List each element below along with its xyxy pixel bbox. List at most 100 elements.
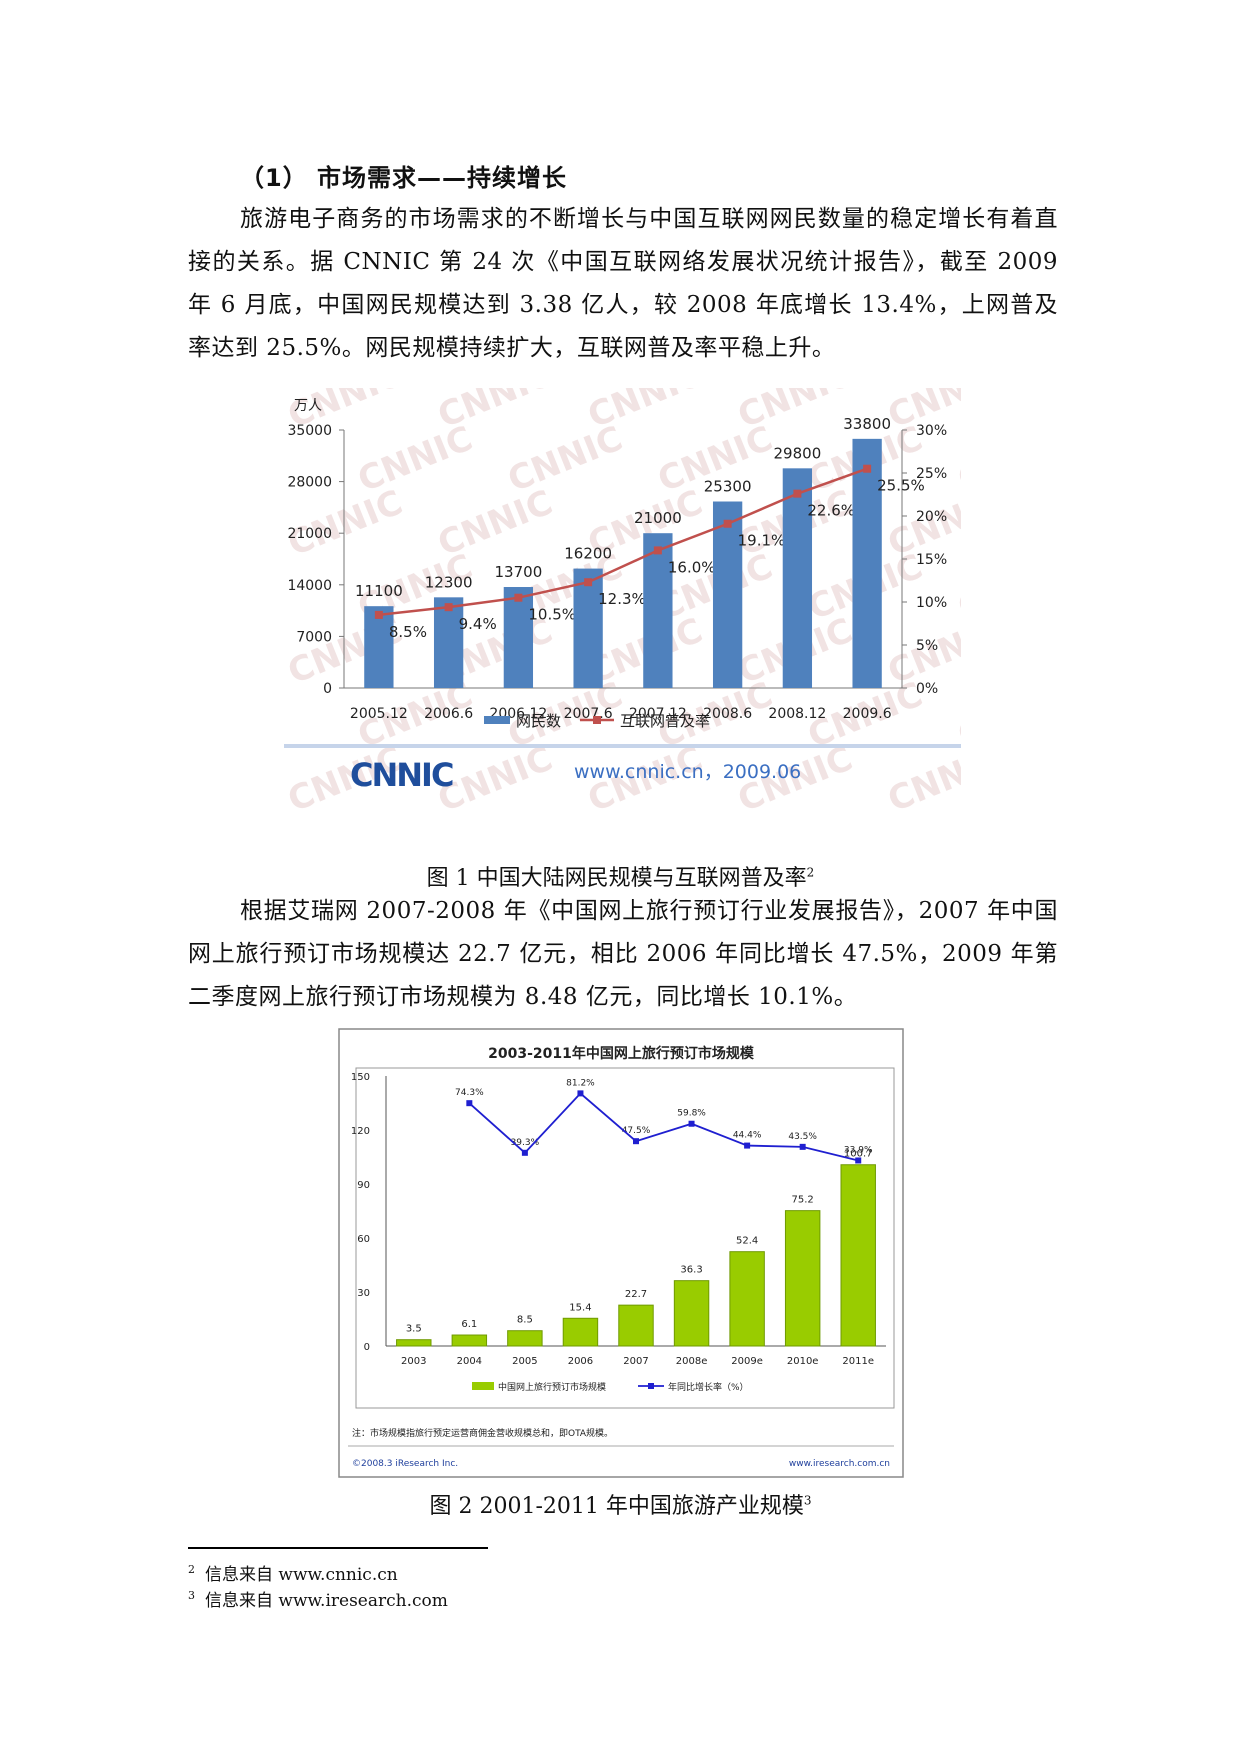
line-value-label: 74.3% xyxy=(455,1088,484,1098)
line-point xyxy=(799,1143,806,1150)
bar-value-label: 6.1 xyxy=(461,1319,477,1330)
line-value-label: 44.4% xyxy=(733,1131,762,1141)
bar xyxy=(852,438,882,688)
right-tick-label: 25% xyxy=(916,466,947,482)
left-tick-label: 7000 xyxy=(296,629,332,645)
footnote-3-number: 3 xyxy=(188,1589,195,1603)
series-line xyxy=(378,467,868,617)
x-tick-label: 2005 xyxy=(512,1356,537,1367)
x-tick-label: 2008.12 xyxy=(768,706,826,722)
iresearch-chart: 2003-2011年中国网上旅行预订市场规模 0 30 60 90 120 150 3.5 20… xyxy=(338,1028,904,1478)
watermark-text: CNNIC xyxy=(882,739,961,821)
legend-swatch-bar xyxy=(472,1382,494,1390)
footnote-2-number: 2 xyxy=(188,1563,195,1577)
bar xyxy=(712,501,743,688)
right-tick-label: 20% xyxy=(916,509,947,525)
x-tick-label: 2005.12 xyxy=(350,706,408,722)
x-tick-label: 2009e xyxy=(731,1356,763,1367)
right-tick-label: 15% xyxy=(916,552,947,568)
line-value-label: 43.5% xyxy=(788,1132,817,1142)
legend-swatch-point xyxy=(648,1383,654,1389)
line-point xyxy=(466,1100,473,1107)
line-point xyxy=(514,593,523,602)
footnote-3-text: 信息来自 www.iresearch.com xyxy=(205,1591,448,1611)
bar-value-label: 25300 xyxy=(704,478,752,496)
left-tick-label: 21000 xyxy=(287,526,332,542)
line-point xyxy=(793,489,802,498)
x-tick-label: 2011e xyxy=(842,1356,874,1367)
line-value-label: 33.9% xyxy=(844,1145,873,1155)
figure-1-caption-text: 图 1 中国大陆网民规模与互联网普及率 xyxy=(426,866,807,891)
line-point xyxy=(374,610,383,619)
left-tick-label: 35000 xyxy=(287,423,332,439)
line-value-label: 39.3% xyxy=(511,1138,540,1148)
line-point xyxy=(744,1142,751,1149)
right-tick-label: 10% xyxy=(916,595,947,611)
watermark-text: CNNIC xyxy=(502,419,628,501)
legend-label-line: 互联网普及率 xyxy=(620,712,710,730)
line-point xyxy=(653,546,662,555)
line-point xyxy=(521,1149,528,1156)
section-heading: （1） 市场需求——持续增长 xyxy=(240,164,568,192)
line-point xyxy=(633,1138,639,1145)
line-value-label: 9.4% xyxy=(459,615,497,633)
y-tick-label: 0 xyxy=(364,1342,370,1353)
line-point xyxy=(577,1090,584,1097)
legend-swatch-bar xyxy=(484,716,510,724)
bar xyxy=(396,1339,432,1347)
watermark-text: CNNIC xyxy=(352,419,478,501)
bar-value-label: 36.3 xyxy=(680,1265,702,1276)
bar xyxy=(573,568,603,688)
line-value-label: 10.5% xyxy=(528,606,576,624)
figure-2-footnote-ref[interactable]: 3 xyxy=(803,1493,812,1508)
x-tick-label: 2007 xyxy=(623,1356,648,1367)
bar-value-label: 16200 xyxy=(564,545,612,563)
y-tick-label: 120 xyxy=(351,1126,370,1137)
bar-value-label: 11100 xyxy=(355,582,403,600)
figure-1-caption: 图 1 中国大陆网民规模与互联网普及率2 xyxy=(0,860,1241,892)
bar xyxy=(673,1280,710,1347)
footnote-3: 3 信息来自 www.iresearch.com xyxy=(188,1586,448,1611)
x-tick-label: 2009.6 xyxy=(843,706,892,722)
x-tick-label: 2004 xyxy=(457,1356,482,1367)
line-point xyxy=(863,464,872,473)
bar-value-label: 3.5 xyxy=(406,1324,422,1335)
bar xyxy=(840,1164,876,1347)
y-tick-label: 150 xyxy=(351,1072,370,1083)
chart-title: 2003-2011年中国网上旅行预订市场规模 xyxy=(488,1045,755,1062)
x-tick-label: 2006 xyxy=(568,1356,593,1367)
bar xyxy=(451,1334,488,1347)
left-tick-label: 14000 xyxy=(287,578,332,594)
x-tick-label: 2006.6 xyxy=(424,706,473,722)
line-value-label: 16.0% xyxy=(668,558,716,576)
source-label: www.cnnic.cn，2009.06 xyxy=(574,761,801,783)
bar-value-label: 100.7 xyxy=(844,1149,873,1160)
y-tick-label: 60 xyxy=(357,1234,370,1245)
figure-2-caption: 图 2 2001-2011 年中国旅游产业规模3 xyxy=(0,1488,1241,1520)
watermark-text: CNNIC xyxy=(284,483,408,565)
y-tick-label: 30 xyxy=(357,1288,370,1299)
y-unit-label: 万人 xyxy=(294,398,322,414)
footnote-2-text: 信息来自 www.cnnic.cn xyxy=(205,1565,398,1585)
chart-note: 注：市场规模指旅行预定运营商佣金营收规模总和，即OTA规模。 xyxy=(352,1427,613,1439)
bar-value-label: 15.4 xyxy=(569,1302,591,1313)
paragraph-2: 根据艾瑞网 2007-2008 年《中国网上旅行预订行业发展报告》，2007 年… xyxy=(188,898,1058,1010)
figure-2-caption-text: 图 2 2001-2011 年中国旅游产业规模 xyxy=(429,1494,804,1519)
footnote-divider xyxy=(188,1547,488,1549)
line-value-label: 22.6% xyxy=(807,502,855,520)
line-value-label: 8.5% xyxy=(389,623,427,641)
bar xyxy=(618,1304,654,1347)
line-value-label: 12.3% xyxy=(598,590,646,608)
right-tick-label: 5% xyxy=(916,638,938,654)
line-value-label: 81.2% xyxy=(566,1078,595,1088)
line-point xyxy=(584,578,593,587)
line-value-label: 59.8% xyxy=(677,1109,706,1119)
line-point xyxy=(723,519,732,528)
bar xyxy=(503,587,534,688)
figure-1-footnote-ref[interactable]: 2 xyxy=(806,865,815,880)
x-tick-label: 2008e xyxy=(676,1356,708,1367)
line-value-label: 19.1% xyxy=(738,532,786,550)
bar xyxy=(562,1317,599,1347)
x-tick-label: 2010e xyxy=(787,1356,819,1367)
